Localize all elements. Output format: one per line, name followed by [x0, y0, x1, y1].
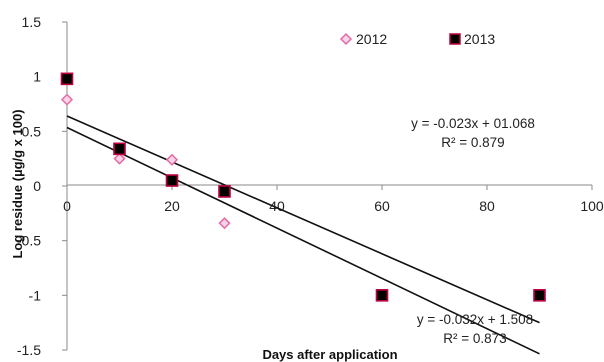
y-tick-label: -0.5 [17, 233, 41, 249]
trendline [66, 126, 540, 355]
point-2013 [113, 142, 126, 156]
legend-label-2013: 2013 [464, 31, 495, 47]
point-2013 [533, 289, 546, 302]
y-axis-title: Log residue (µg/g x 100) [10, 109, 25, 258]
y-tick-label: 1 [33, 69, 41, 85]
r-squared-upper: R² = 0.879 [441, 135, 504, 150]
y-tick-label: 0.5 [22, 123, 42, 139]
point-2013 [60, 72, 74, 86]
tick-labels: 1.510.50-0.5-1-1.50 20 40 60 80 100 [17, 14, 604, 358]
point-2013 [218, 185, 231, 198]
point-2013 [165, 174, 179, 187]
point-2012 [218, 217, 231, 230]
x-tick-label: 20 [164, 198, 180, 214]
legend-item-2012: 2012 [339, 31, 387, 47]
equation-lower: y = -0.032x + 1.508 [417, 312, 533, 327]
trendlines [66, 115, 540, 355]
legend-marker-2013 [449, 33, 461, 45]
legend-label-2012: 2012 [356, 31, 387, 47]
r-squared-lower: R² = 0.873 [443, 331, 506, 346]
point-2012 [113, 152, 126, 165]
y-tick-label: -1.5 [17, 342, 41, 358]
data-points [60, 72, 546, 302]
point-2012 [165, 153, 179, 166]
y-tick-label: 0 [33, 178, 41, 194]
y-tick-label: -1 [29, 287, 42, 303]
axes [66, 22, 592, 350]
y-tick-label: 1.5 [22, 14, 42, 30]
x-tick-label: 80 [479, 198, 495, 214]
annotation-upper: y = -0.023x + 01.068 R² = 0.879 [411, 116, 535, 150]
equation-upper: y = -0.023x + 01.068 [411, 116, 535, 131]
annotation-lower: y = -0.032x + 1.508 R² = 0.873 [417, 312, 533, 346]
legend: 2012 2013 [339, 31, 495, 47]
point-2013 [375, 289, 389, 302]
legend-marker-2012 [339, 32, 353, 46]
legend-item-2013: 2013 [449, 31, 495, 47]
point-2012 [60, 93, 74, 106]
x-axis-title: Days after application [262, 347, 397, 362]
trendline [66, 115, 540, 324]
x-tick-label: 0 [63, 198, 71, 214]
x-tick-label: 100 [580, 198, 604, 214]
x-tick-label: 60 [374, 198, 390, 214]
